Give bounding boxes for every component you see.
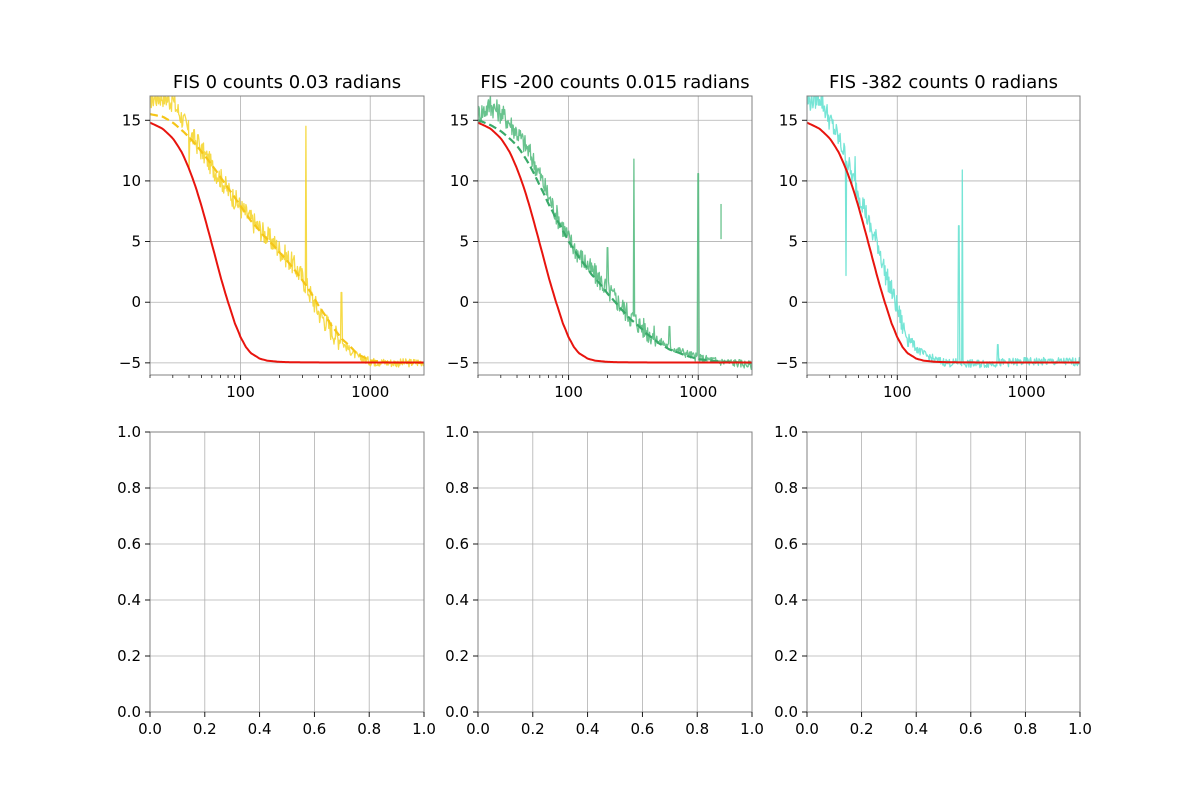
y-tick-label: 0.4 (117, 591, 141, 609)
y-tick-label: 0.2 (117, 647, 141, 665)
axes-frame (477, 95, 753, 376)
y-tick-label: 0.6 (117, 535, 141, 553)
y-tick-label: 10 (122, 172, 141, 190)
axes-frame (477, 431, 753, 713)
y-tick-label: 0.8 (774, 479, 798, 497)
x-tick-label: 0.4 (904, 720, 928, 738)
y-tick-label: 0.8 (445, 479, 469, 497)
x-tick-label: 0.8 (1013, 720, 1037, 738)
x-tick-label: 0.8 (357, 720, 381, 738)
x-tick-label: 100 (226, 383, 255, 401)
y-tick-label: 5 (131, 233, 141, 251)
plot-area (478, 96, 752, 371)
y-tick-label: 0 (131, 293, 141, 311)
y-tick-label: −5 (119, 354, 141, 372)
axes-frame (149, 431, 425, 713)
subplot-4: 0.0 0.2 0.4 0.6 0.8 1.0 0.0 0.2 0.4 0.6 0.8 1.0 (117, 423, 436, 738)
y-tick-label: 0.0 (445, 703, 469, 721)
series-noisy-line (150, 96, 424, 368)
axes-frame (806, 431, 1081, 713)
y-tick-label: 0.4 (445, 591, 469, 609)
y-tick-label: 0.0 (117, 703, 141, 721)
y-tick-label: −5 (776, 354, 798, 372)
y-tick-label: 10 (779, 172, 798, 190)
y-tick-label: 5 (459, 233, 469, 251)
x-tick-label: 1.0 (740, 720, 764, 738)
y-tick-label: 15 (450, 111, 469, 129)
subplot-5: 0.0 0.2 0.4 0.6 0.8 1.0 0.0 0.2 0.4 0.6 0.8 1.0 (445, 423, 764, 738)
y-tick-label: 5 (788, 233, 798, 251)
x-tick-label: 0.6 (959, 720, 983, 738)
y-tick-label: 1.0 (117, 423, 141, 441)
series-noisy-line (478, 96, 752, 371)
series-solid-line (150, 121, 424, 364)
y-tick-label: 0.2 (445, 647, 469, 665)
y-tick-label: 0.2 (774, 647, 798, 665)
subplot-3: 100 1000 −5 0 5 10 15 FIS -382 counts 0 radians (776, 72, 1081, 401)
series-solid-line (478, 121, 752, 364)
x-tick-label: 1.0 (1068, 720, 1092, 738)
x-tick-label: 100 (883, 383, 912, 401)
x-tick-label: 0.8 (685, 720, 709, 738)
y-tick-label: 0.6 (445, 535, 469, 553)
y-tick-label: −5 (447, 354, 469, 372)
x-tick-label: 0.6 (302, 720, 326, 738)
y-tick-label: 0 (788, 293, 798, 311)
y-tick-label: 0.6 (774, 535, 798, 553)
x-tick-label: 1000 (679, 383, 717, 401)
subplot-2: 100 1000 −5 0 5 10 15 FIS -200 counts 0.015 rad… (447, 72, 753, 401)
y-tick-label: 0.0 (774, 703, 798, 721)
series-solid-line (807, 121, 1080, 364)
y-tick-label: 10 (450, 172, 469, 190)
series-dashed-line (478, 119, 752, 364)
x-tick-label: 1000 (1007, 383, 1045, 401)
series-noisy-line (807, 96, 1080, 369)
x-tick-label: 0.4 (576, 720, 600, 738)
x-tick-label: 0.0 (138, 720, 162, 738)
subplot-1: 100 1000 −5 0 5 10 15 FIS 0 counts 0.03 radians (119, 72, 425, 401)
y-tick-label: 1.0 (445, 423, 469, 441)
x-tick-label: 1000 (351, 383, 389, 401)
y-tick-label: 0.4 (774, 591, 798, 609)
y-tick-label: 0.8 (117, 479, 141, 497)
x-tick-label: 0.0 (795, 720, 819, 738)
axes-frame (149, 95, 425, 376)
subplot-6: 0.0 0.2 0.4 0.6 0.8 1.0 0.0 0.2 0.4 0.6 0.8 1.0 (774, 423, 1092, 738)
y-tick-label: 15 (122, 111, 141, 129)
subplot-title: FIS 0 counts 0.03 radians (173, 72, 401, 93)
axes-frame (806, 95, 1081, 376)
y-tick-label: 15 (779, 111, 798, 129)
x-tick-label: 0.0 (466, 720, 490, 738)
plot-area (150, 96, 424, 368)
x-tick-label: 0.4 (248, 720, 272, 738)
plot-area (807, 96, 1080, 369)
subplot-title: FIS -382 counts 0 radians (829, 72, 1058, 93)
subplot-title: FIS -200 counts 0.015 radians (480, 72, 749, 93)
x-tick-label: 0.2 (193, 720, 217, 738)
x-tick-label: 100 (554, 383, 583, 401)
y-tick-label: 0 (459, 293, 469, 311)
series-dashed-line (150, 113, 424, 364)
x-tick-label: 1.0 (412, 720, 436, 738)
x-tick-label: 0.6 (630, 720, 654, 738)
y-tick-label: 1.0 (774, 423, 798, 441)
x-tick-label: 0.2 (521, 720, 545, 738)
x-tick-label: 0.2 (850, 720, 874, 738)
